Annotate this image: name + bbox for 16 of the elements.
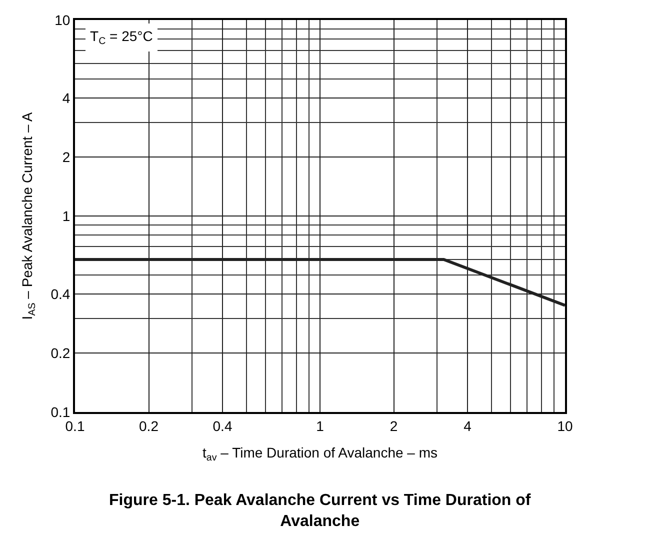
text: Figure 5-1. Peak Avalanche Current vs Time Duration of Avalanche	[109, 492, 532, 530]
x-tick-label: 1	[316, 418, 324, 434]
x-tick-label: 4	[464, 418, 472, 434]
y-tick-label: 1	[62, 208, 70, 224]
y-tick-label: 2	[62, 148, 70, 165]
x-axis-title: t$_{av}$ – Time Duration of Avalanche – ms	[202, 444, 438, 464]
x-tick-label: 10	[557, 418, 573, 434]
y-tick-label: 0.1	[50, 404, 70, 420]
x-tick-label: 0.4	[212, 418, 232, 434]
y-tick-label: 0.2	[50, 344, 70, 361]
x-tick-label: 2	[390, 418, 398, 434]
y-tick-label: 10	[54, 12, 70, 28]
x-tick-label: 0.2	[139, 418, 159, 434]
y-tick-label: 4	[62, 90, 70, 106]
annotation: T$_{C}$ = 25°C	[90, 28, 153, 47]
y-tick-label: 0.4	[50, 286, 70, 302]
